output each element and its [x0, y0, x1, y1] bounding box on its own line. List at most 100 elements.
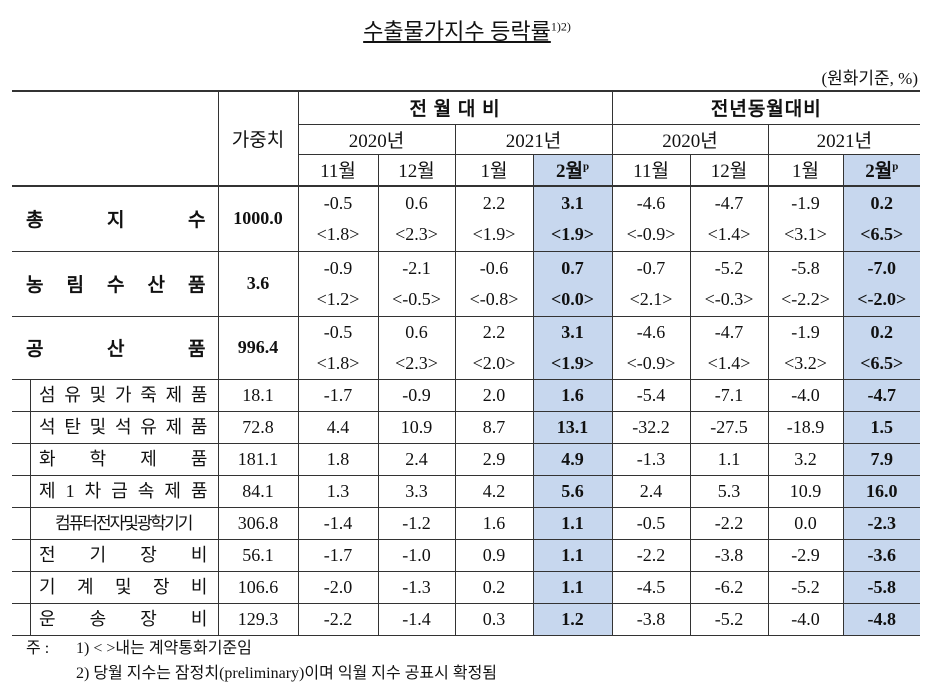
value: -5.2	[714, 257, 744, 278]
sub-label-box: 화 학 제 품	[30, 443, 218, 475]
header-row: 가중치 전 월 대 비 전년동월대비	[12, 90, 921, 187]
month-label: 1월	[480, 161, 508, 183]
value-cell: 3.1 <1.9>	[532, 185, 613, 252]
contract-value: <-0.9>	[626, 223, 676, 244]
row-label: 총 지 수	[12, 185, 219, 252]
value: -5.8	[791, 257, 820, 278]
value-cell: -2.2	[611, 538, 691, 572]
note-lead: 주 :	[26, 640, 50, 657]
month-header: 11월	[611, 153, 691, 187]
value-cell: 5.3	[689, 474, 769, 508]
weight-cell: 106.6	[217, 570, 299, 604]
value-cell: 2.0	[454, 378, 534, 412]
value-cell: 0.7 <0.0>	[532, 250, 613, 317]
value-cell: -5.2	[689, 602, 769, 636]
value-cell: 10.9	[767, 474, 844, 508]
contract-value: <3.1>	[784, 223, 827, 244]
contract-value: <2.1>	[629, 288, 673, 309]
sub-row: 운 송 장 비 129.3 -2.2 -1.4 0.3 1.2 -3.8 -5.2 -4.0 -4…	[12, 602, 921, 636]
sub-row: 기 계 및 장 비 106.6 -2.0 -1.3 0.2 1.1 -4.5 -6.2 -5.2…	[12, 570, 921, 604]
sub-label-box: 전 기 장 비	[30, 539, 218, 571]
value-cell: 2.4	[377, 442, 456, 476]
value-cell: -4.8	[842, 602, 921, 636]
value-cell: -27.5	[689, 410, 769, 444]
value-cell: -7.0 <-2.0>	[842, 250, 921, 317]
value: 0.6	[405, 321, 428, 342]
contract-value: <-0.9>	[626, 352, 676, 373]
value-cell: -4.7 <1.4>	[689, 315, 769, 380]
row-label-text: 공 산 품	[26, 339, 206, 360]
value-cell: -3.8	[611, 602, 691, 636]
contract-value: <6.5>	[860, 223, 904, 244]
row-label-text: 총 지 수	[26, 210, 206, 232]
value-cell: 1.5	[842, 410, 921, 444]
title: 수출물가지수 등락률1)2)	[0, 14, 934, 46]
contract-value: <1.9>	[472, 223, 516, 244]
value-cell: -0.7 <2.1>	[611, 250, 691, 317]
value: 0.6	[405, 192, 428, 213]
value: 3.1	[561, 192, 584, 213]
weight-cell: 84.1	[217, 474, 299, 508]
value-cell: -3.6	[842, 538, 921, 572]
contract-value: <-2.2>	[781, 288, 830, 309]
value-cell: -32.2	[611, 410, 691, 444]
value-cell: 1.6	[532, 378, 613, 412]
month-label: 1월	[792, 161, 820, 183]
contract-value: <6.5>	[860, 352, 904, 373]
header-row: 11월 12월 1월 2월p 11월 12월 1월 2월p	[12, 153, 921, 187]
contract-value: <-0.5>	[392, 288, 441, 309]
value-cell: -4.7	[842, 378, 921, 412]
month-label: 12월	[710, 161, 748, 183]
value-cell: -5.2	[767, 570, 844, 604]
contract-value: <1.9>	[551, 352, 595, 373]
value-cell: 2.4	[611, 474, 691, 508]
row-label-text: 석 탄 및 석 유 제 품	[39, 416, 208, 437]
value-cell: 16.0	[842, 474, 921, 508]
contract-value: <2.0>	[472, 352, 516, 373]
weight-header: 가중치	[217, 90, 299, 187]
value-cell: 1.1	[532, 538, 613, 572]
month-header: 2월p	[532, 153, 613, 187]
value-cell: 0.2 <6.5>	[842, 315, 921, 380]
sub-row: 석 탄 및 석 유 제 품 72.8 4.4 10.9 8.7 13.1 -32.2 -27.…	[12, 410, 921, 444]
value-cell: -4.7 <1.4>	[689, 185, 769, 252]
row-label: 기 계 및 장 비	[12, 570, 219, 604]
value: -4.7	[714, 321, 744, 342]
month-header: 12월	[689, 153, 769, 187]
value-cell: -1.3	[377, 570, 456, 604]
value-cell: -1.3	[611, 442, 691, 476]
value-cell: 7.9	[842, 442, 921, 476]
value: 2.2	[482, 192, 506, 213]
value-cell: -2.2	[689, 506, 769, 540]
value: -2.1	[402, 257, 431, 278]
sub-label-box: 컴퓨터전자및광학기기	[30, 507, 218, 539]
contract-value: <-0.3>	[704, 288, 754, 309]
group-header: 전 월 대 비	[297, 90, 613, 125]
value-cell: 4.4	[297, 410, 379, 444]
sub-row: 화 학 제 품 181.1 1.8 2.4 2.9 4.9 -1.3 1.1 3.2 7.9	[12, 442, 921, 476]
value-cell: -3.8	[689, 538, 769, 572]
weight-cell: 56.1	[217, 538, 299, 572]
month-header: 1월	[767, 153, 844, 187]
value-cell: 3.1 <1.9>	[532, 315, 613, 380]
row-label: 컴퓨터전자및광학기기	[12, 506, 219, 540]
row-label-text: 화 학 제 품	[39, 448, 208, 469]
contract-value: <0.0>	[551, 288, 595, 309]
month-label: 11월	[633, 161, 669, 183]
value-cell: 0.6 <2.3>	[377, 315, 456, 380]
value-cell: 0.6 <2.3>	[377, 185, 456, 252]
table: 가중치 전 월 대 비 전년동월대비 2020년 2021년 2020년 2021년 11월 1…	[12, 90, 921, 636]
prelim-mark: p	[892, 160, 899, 173]
value-cell: 1.8	[297, 442, 379, 476]
note-item: 2) 당월 지수는 잠정치(preliminary)이며 익월 지수 공표시 확…	[76, 665, 498, 682]
corner-cell	[12, 90, 219, 187]
year-header: 2020년	[297, 123, 456, 155]
value-cell: 1.1	[689, 442, 769, 476]
value-cell: -1.0	[377, 538, 456, 572]
value: -1.9	[791, 192, 820, 213]
value-cell: -4.0	[767, 602, 844, 636]
main-row: 총 지 수 1000.0 -0.5 <1.8> 0.6 <2.3> 2.2 <1.9> 3.1 <…	[12, 185, 921, 252]
sub-row: 전 기 장 비 56.1 -1.7 -1.0 0.9 1.1 -2.2 -3.8 -2.9 -3.…	[12, 538, 921, 572]
value-cell: 0.9	[454, 538, 534, 572]
